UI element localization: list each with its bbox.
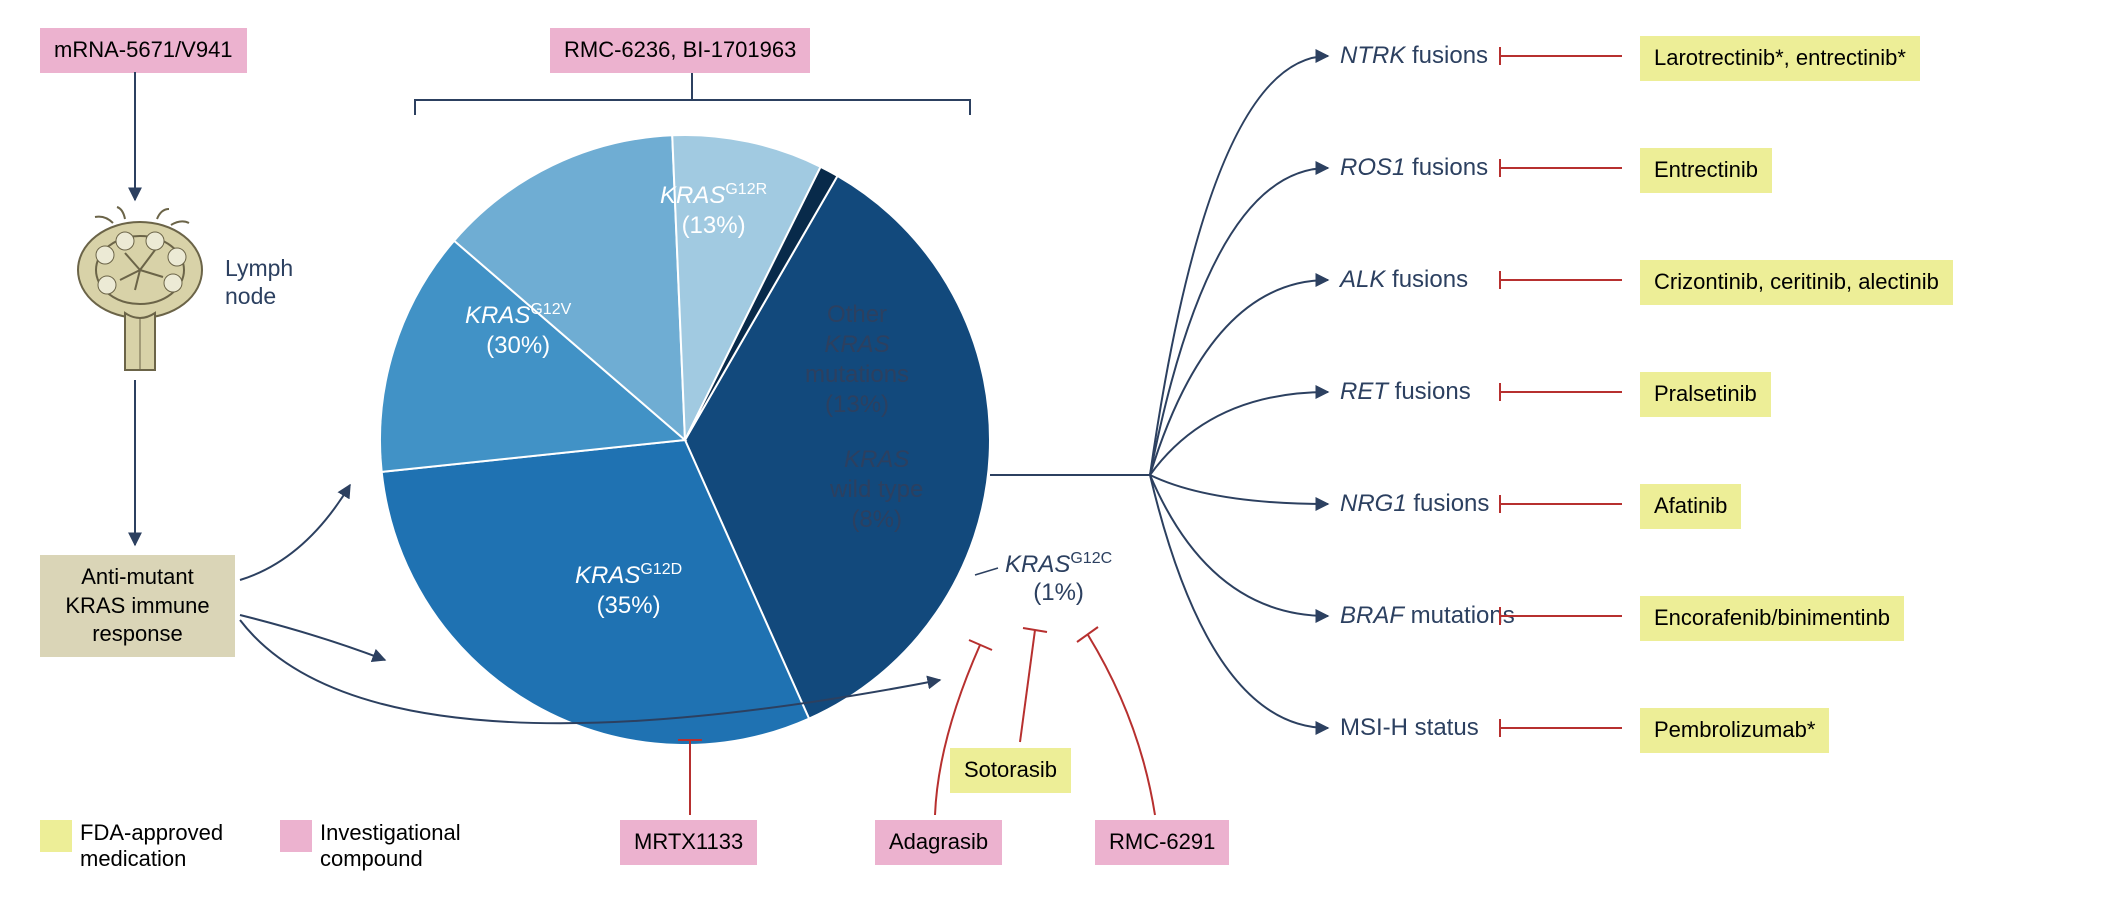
box-adagrasib: Adagrasib <box>875 820 1002 865</box>
box-mrtx1133: MRTX1133 <box>620 820 757 865</box>
slice-label-g12c: KRASG12C (1%) <box>1005 550 1112 607</box>
box-anti-mutant: Anti-mutantKRAS immuneresponse <box>40 555 235 657</box>
target-label: NRG1 fusions <box>1340 490 1489 518</box>
drug-box: Larotrectinib*, entrectinib* <box>1640 36 1920 81</box>
box-rmc6291: RMC-6291 <box>1095 820 1229 865</box>
box-sotorasib: Sotorasib <box>950 748 1071 793</box>
box-rmc6236: RMC-6236, BI-1701963 <box>550 28 810 73</box>
target-label: BRAF mutations <box>1340 602 1515 630</box>
slice-label-wt: KRAS wild type (8%) <box>830 445 923 535</box>
target-label: RET fusions <box>1340 378 1471 406</box>
slice-label-other: Other KRAS mutations (13%) <box>805 300 909 420</box>
connectors-overlay <box>20 20 2122 903</box>
slice-label-g12v: KRASG12V (30%) <box>465 300 571 361</box>
target-label: NTRK fusions <box>1340 42 1488 70</box>
slice-label-g12d: KRASG12D (35%) <box>575 560 682 621</box>
legend-inv: Investigationalcompound <box>280 820 461 872</box>
target-label: MSI-H status <box>1340 714 1479 742</box>
drug-box: Afatinib <box>1640 484 1741 529</box>
lymph-node-label: Lymphnode <box>225 255 293 310</box>
drug-box: Pralsetinib <box>1640 372 1771 417</box>
legend-swatch-inv <box>280 820 312 852</box>
target-label: ROS1 fusions <box>1340 154 1488 182</box>
drug-box: Encorafenib/binimentinb <box>1640 596 1904 641</box>
diagram-root: mRNA-5671/V941 RMC-6236, BI-1701963 Lymp… <box>20 20 2102 863</box>
drug-box: Pembrolizumab* <box>1640 708 1829 753</box>
slice-label-g12r: KRASG12R (13%) <box>660 180 767 241</box>
legend-swatch-fda <box>40 820 72 852</box>
target-label: ALK fusions <box>1340 266 1468 294</box>
legend-fda: FDA-approvedmedication <box>40 820 223 872</box>
box-mrna: mRNA-5671/V941 <box>40 28 247 73</box>
drug-box: Crizontinib, ceritinib, alectinib <box>1640 260 1953 305</box>
drug-box: Entrectinib <box>1640 148 1772 193</box>
lymph-node-icon <box>65 205 215 375</box>
